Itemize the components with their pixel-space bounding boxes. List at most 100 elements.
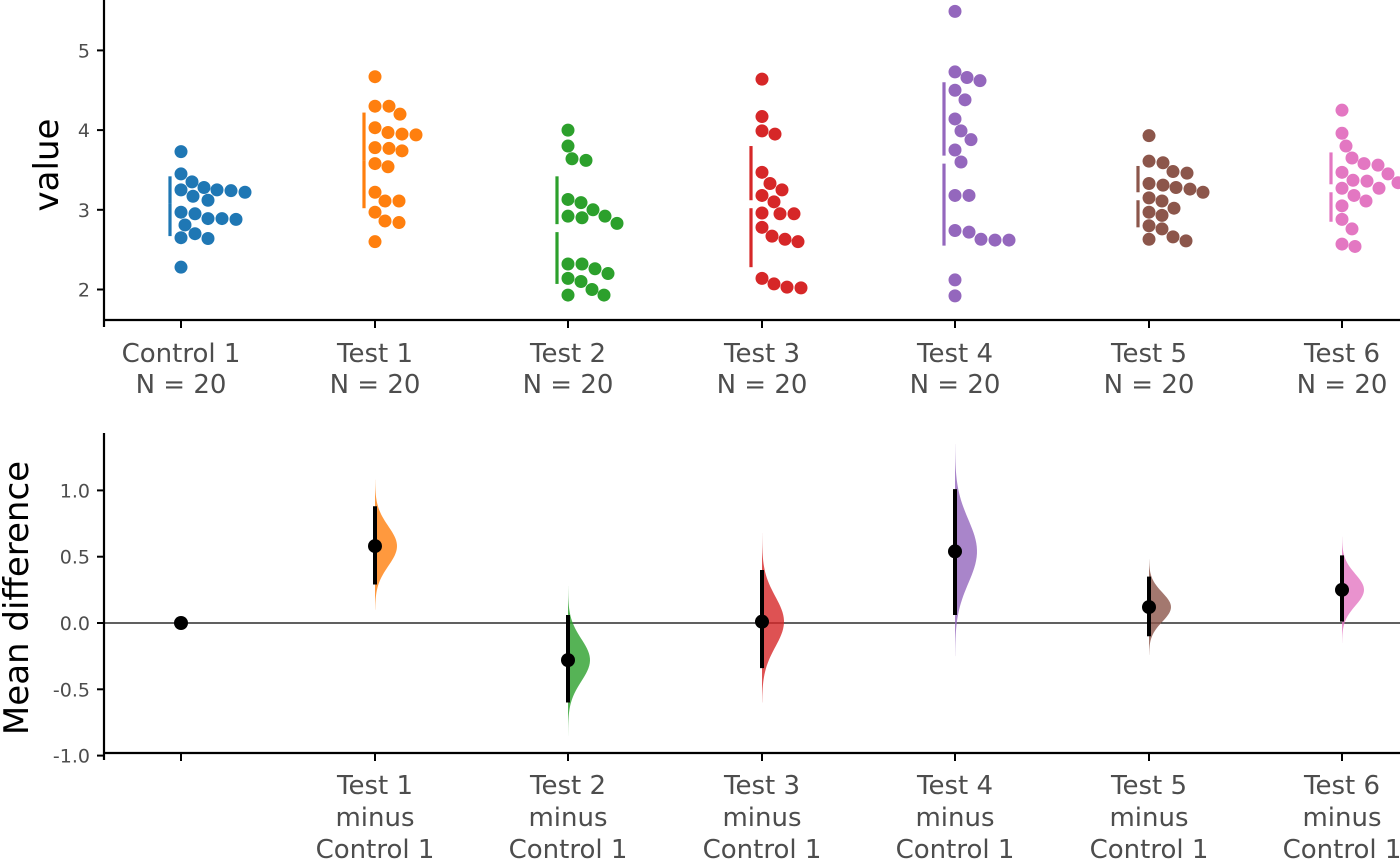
top-y-tick-label: 5 [78, 40, 90, 62]
gap-bars [168, 82, 1333, 284]
swarm-point [948, 4, 962, 18]
comparison-label-line: minus [1109, 803, 1188, 833]
mean-difference-panel: Mean difference 1.0 0.5 0.0 -0.5 -1.0 Test 1… [0, 433, 1400, 865]
swarm-point [1142, 176, 1156, 190]
swarm-point [186, 189, 200, 203]
swarm-point [201, 193, 215, 207]
swarm-point [1002, 233, 1016, 247]
swarm-point [174, 231, 188, 245]
top-y-tick-label: 3 [78, 200, 90, 222]
swarm-point [574, 196, 588, 210]
category-label: Test 6 [1303, 339, 1380, 369]
swarm-point [948, 224, 962, 238]
swarm-point [1335, 181, 1349, 195]
swarm-point [174, 167, 188, 181]
comparison-label-line: Test 1 [336, 771, 413, 801]
swarm-point [1335, 212, 1349, 226]
swarm-point [1180, 166, 1194, 180]
swarm-point [1166, 230, 1180, 244]
comparison-label-line: minus [1302, 803, 1381, 833]
swarm-point [778, 232, 792, 246]
comparison-label-line: minus [722, 803, 801, 833]
swarm-point [988, 233, 1002, 247]
comparison-label-line: Control 1 [1090, 835, 1209, 865]
comparison-label-line: Test 4 [916, 771, 993, 801]
bootstrap-distribution [1149, 559, 1171, 655]
swarm-point [1371, 158, 1385, 172]
swarm-point [768, 127, 782, 141]
swarm-point [586, 203, 600, 217]
bootstrap-distributions [375, 443, 1364, 736]
category-n-label: N = 20 [330, 370, 421, 400]
swarm-point [575, 257, 589, 271]
swarm-point [1391, 176, 1400, 190]
swarm-point [1335, 103, 1349, 117]
swarm-point [229, 212, 243, 226]
swarm-point [381, 125, 395, 139]
swarm-point [755, 206, 769, 220]
swarm-point [787, 207, 801, 221]
swarm-point [794, 281, 808, 295]
comparison-label-line: minus [915, 803, 994, 833]
swarm-point [1183, 182, 1197, 196]
swarm-point [1335, 199, 1349, 213]
reference-mean-point [174, 616, 188, 630]
swarm-point [1142, 129, 1156, 143]
swarm-point [395, 127, 409, 141]
swarm-point [960, 70, 974, 84]
category-n-label: N = 20 [136, 370, 227, 400]
swarm-point [954, 124, 968, 138]
swarm-point [780, 280, 794, 294]
swarm-point [392, 216, 406, 230]
swarm-point [201, 212, 215, 226]
swarm-point [948, 273, 962, 287]
category-n-label: N = 20 [1104, 370, 1195, 400]
comparison-label-line: Test 3 [723, 771, 800, 801]
swarm-point [1142, 205, 1156, 219]
mean-difference-point [1142, 600, 1156, 615]
swarm-point [561, 192, 575, 206]
swarm-point [224, 184, 238, 198]
swarm-point [561, 288, 575, 302]
mean-difference-point [368, 539, 382, 554]
comparison-label-line: Test 2 [529, 771, 606, 801]
swarm-point [1142, 232, 1156, 246]
swarm-point [964, 133, 978, 147]
swarm-point [585, 283, 599, 296]
swarm-point [575, 211, 589, 225]
swarm-point [763, 176, 777, 190]
swarm-point [395, 144, 409, 158]
swarm-point [238, 185, 252, 199]
comparison-label-line: Control 1 [509, 835, 628, 865]
swarm-point [1155, 208, 1169, 222]
swarm-point [393, 107, 407, 121]
swarm-point [382, 141, 396, 155]
swarm-point [948, 143, 962, 157]
swarm-point [561, 271, 575, 285]
swarm-point [1335, 237, 1349, 251]
swarm-point [368, 185, 382, 199]
swarm-point [973, 74, 987, 88]
swarm-point [1360, 174, 1374, 188]
swarm-point [574, 275, 588, 289]
swarm-point [392, 194, 406, 208]
swarm-point [1347, 188, 1361, 202]
swarm-point [948, 112, 962, 126]
confidence-intervals [174, 489, 1349, 703]
swarm-point [565, 152, 579, 166]
swarm-point [1359, 194, 1373, 208]
category-label: Test 3 [723, 339, 800, 369]
swarm-point [368, 141, 382, 155]
swarm-point [755, 110, 769, 124]
swarm-point [215, 212, 229, 226]
swarm-point [974, 232, 988, 246]
mean-difference-point [755, 614, 769, 629]
swarm-point [188, 207, 202, 221]
bottom-y-tick-label: 0.5 [60, 547, 90, 569]
bottom-y-tick-label: 1.0 [60, 480, 90, 502]
swarm-point [1196, 185, 1210, 199]
